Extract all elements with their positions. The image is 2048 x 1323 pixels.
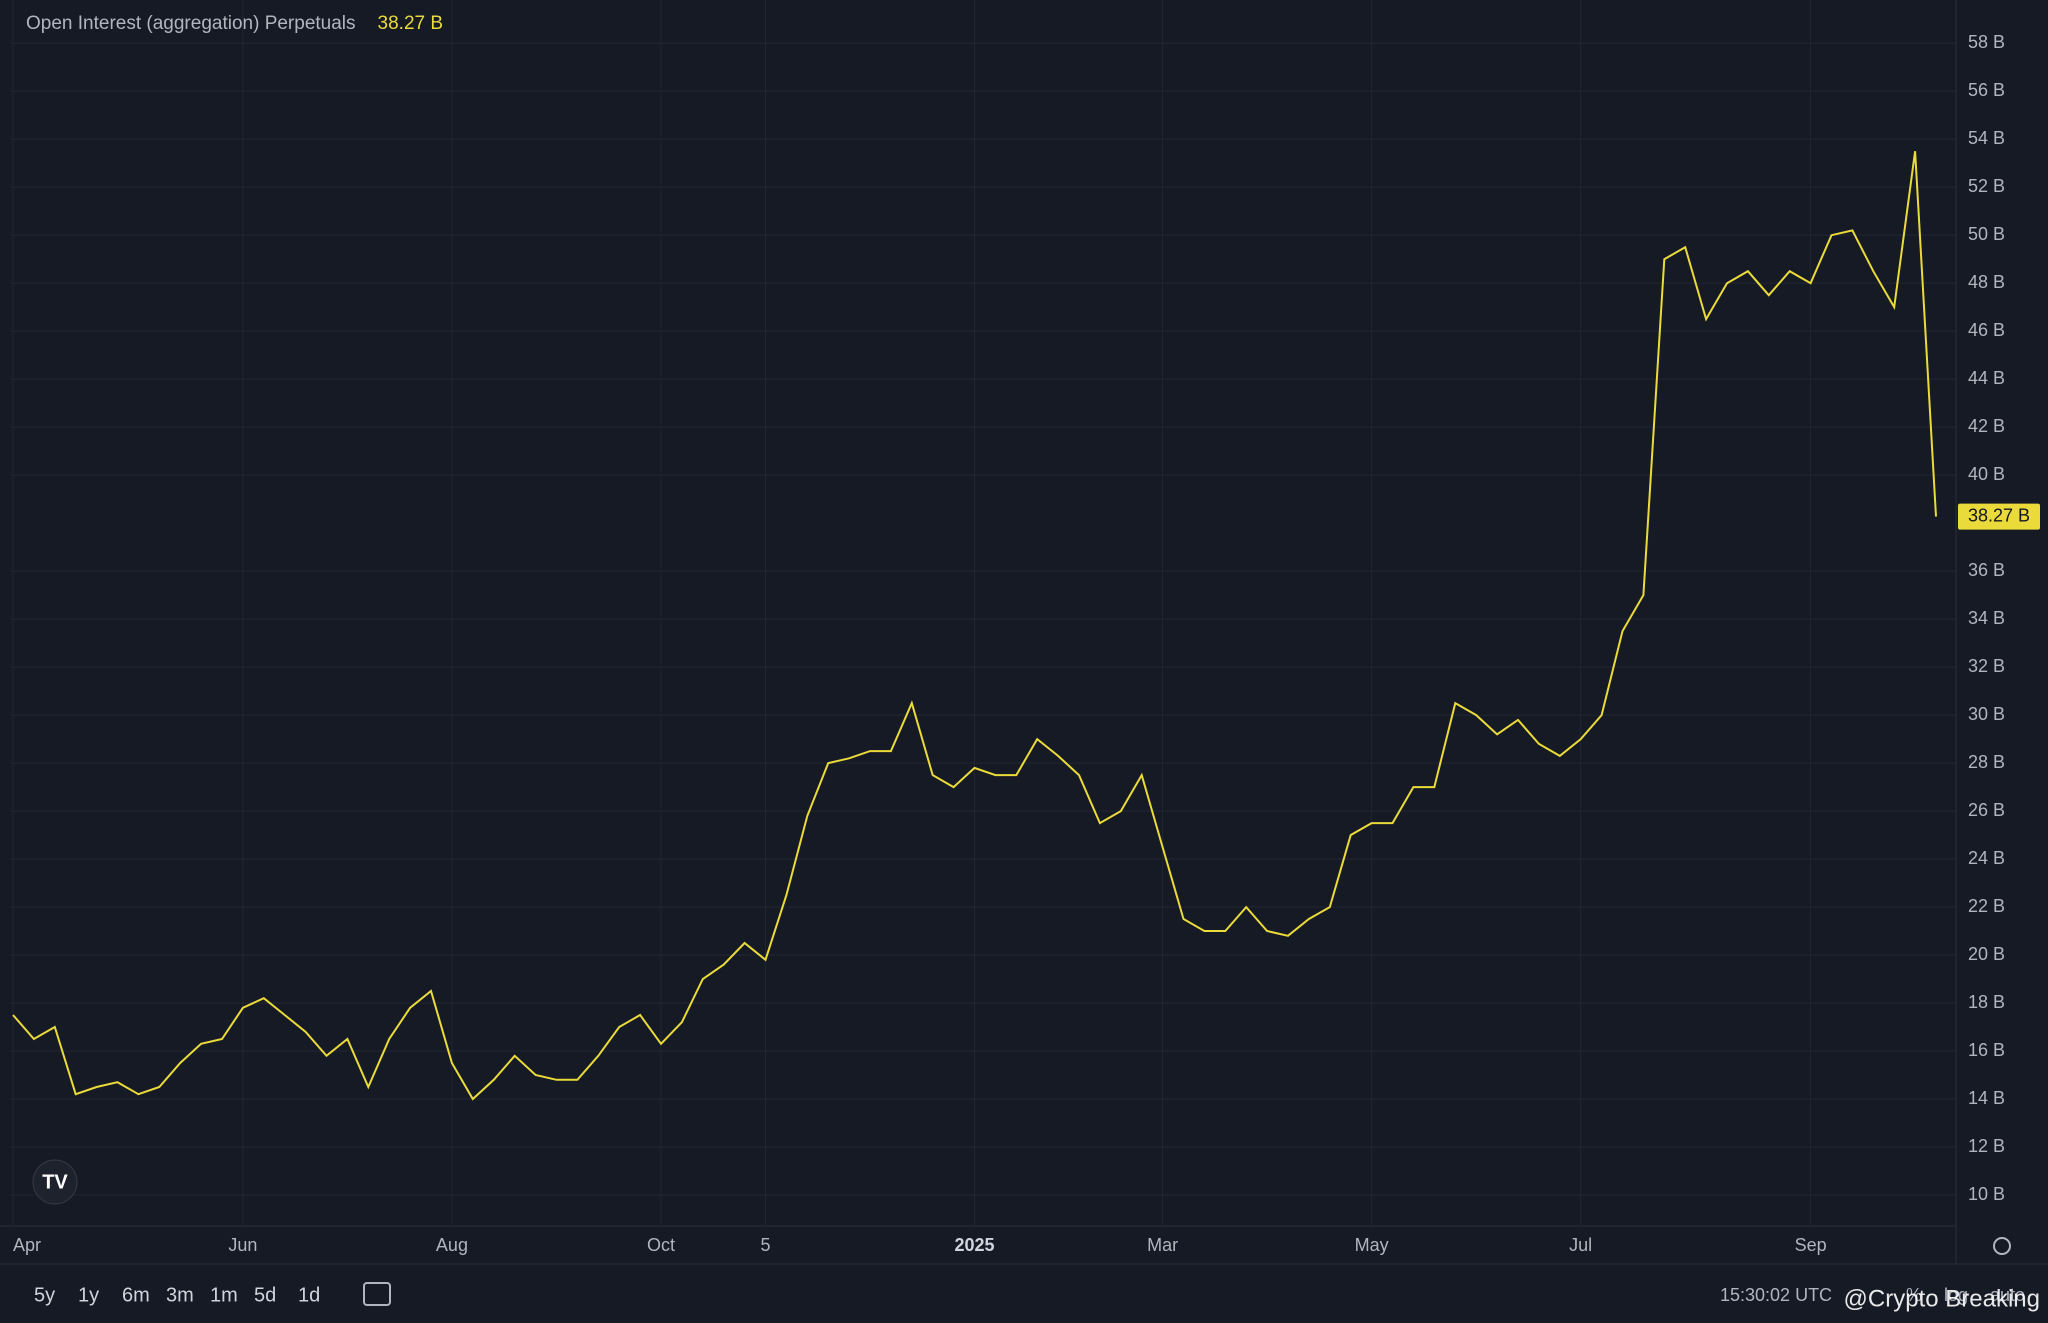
date-range-icon[interactable] — [363, 1282, 391, 1306]
y-tick-label: 36 B — [1968, 560, 2005, 580]
clock: 15:30:02 UTC — [1720, 1285, 1832, 1305]
y-tick-label: 34 B — [1968, 608, 2005, 628]
x-tick-label: Aug — [436, 1235, 468, 1255]
percent-toggle[interactable]: % — [1906, 1285, 1922, 1305]
y-tick-label: 58 B — [1968, 32, 2005, 52]
range-button[interactable]: 5y — [34, 1284, 55, 1306]
y-tick-label: 30 B — [1968, 704, 2005, 724]
chart-title: Open Interest (aggregation) Perpetuals — [26, 13, 356, 34]
x-tick-label: Jun — [228, 1235, 257, 1255]
y-tick-label: 18 B — [1968, 992, 2005, 1012]
y-tick-label: 12 B — [1968, 1136, 2005, 1156]
y-tick-label: 42 B — [1968, 416, 2005, 436]
range-button[interactable]: 1m — [210, 1284, 238, 1306]
y-tick-label: 32 B — [1968, 656, 2005, 676]
y-tick-label: 52 B — [1968, 176, 2005, 196]
range-button[interactable]: 1y — [78, 1284, 99, 1306]
last-value-label: 38.27 B — [1968, 505, 2030, 525]
y-tick-label: 26 B — [1968, 800, 2005, 820]
y-tick-label: 48 B — [1968, 272, 2005, 292]
range-button[interactable]: 3m — [166, 1284, 194, 1306]
y-tick-label: 16 B — [1968, 1040, 2005, 1060]
y-tick-label: 50 B — [1968, 224, 2005, 244]
x-tick-label: 2025 — [954, 1235, 994, 1255]
y-tick-label: 24 B — [1968, 848, 2005, 868]
auto-toggle[interactable]: auto — [1990, 1285, 2025, 1305]
watermark: @Crypto Breaking — [1844, 1285, 2040, 1312]
y-tick-label: 44 B — [1968, 368, 2005, 388]
y-tick-label: 14 B — [1968, 1088, 2005, 1108]
y-tick-label: 20 B — [1968, 944, 2005, 964]
y-tick-label: 40 B — [1968, 464, 2005, 484]
y-tick-label: 46 B — [1968, 320, 2005, 340]
y-tick-label: 54 B — [1968, 128, 2005, 148]
settings-icon[interactable] — [1993, 1237, 2011, 1255]
x-tick-label: Mar — [1147, 1235, 1178, 1255]
series-line — [12, 151, 1937, 1101]
legend-value: 38.27 B — [378, 13, 444, 34]
logo — [32, 1159, 78, 1205]
range-button[interactable]: 5d — [254, 1284, 276, 1306]
x-tick-label: Sep — [1795, 1235, 1827, 1255]
log-toggle[interactable]: log — [1944, 1285, 1968, 1305]
range-button[interactable]: 1d — [298, 1284, 320, 1306]
y-tick-label: 28 B — [1968, 752, 2005, 772]
range-button[interactable]: 6m — [122, 1284, 150, 1306]
last-value-badge — [1958, 503, 2040, 530]
logo-mark: TV — [42, 1171, 68, 1193]
y-tick-label: 56 B — [1968, 80, 2005, 100]
x-tick-label: May — [1355, 1235, 1389, 1255]
x-tick-label: Oct — [647, 1235, 675, 1255]
y-tick-label: 10 B — [1968, 1184, 2005, 1204]
x-tick-label: 5 — [760, 1235, 770, 1255]
y-tick-label: 22 B — [1968, 896, 2005, 916]
x-tick-label: Jul — [1569, 1235, 1592, 1255]
plot — [10, 0, 1956, 1226]
x-tick-label: Apr — [13, 1235, 41, 1255]
